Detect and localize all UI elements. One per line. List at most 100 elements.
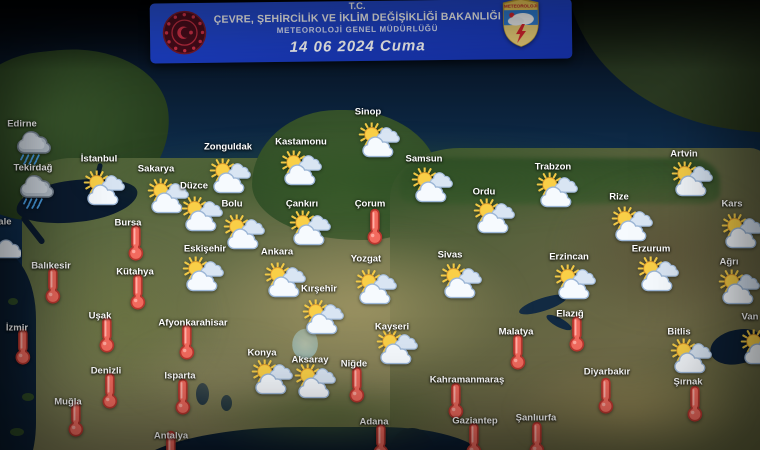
partly-cloudy-icon: [208, 157, 252, 194]
city-label: Afyonkarahisar: [158, 317, 228, 329]
partly-cloudy-icon: [669, 337, 713, 374]
partly-cloudy-icon: [357, 121, 401, 158]
partly-cloudy-icon: [472, 197, 516, 234]
aegean-island: [22, 393, 34, 401]
city-label: Şanlıurfa: [515, 412, 557, 424]
city-label: Antalya: [153, 430, 189, 442]
city-label: Trabzon: [534, 161, 572, 173]
meteoroloji-logo-text: METEOROLOJİ: [504, 2, 538, 8]
city-label: Kastamonu: [275, 136, 327, 148]
city-label: Diyarbakır: [583, 366, 631, 378]
partly-cloudy-icon: [439, 262, 483, 299]
partly-cloudy-icon: [293, 362, 337, 399]
thermometer-icon: [464, 421, 483, 450]
partly-cloudy-icon: [553, 263, 597, 300]
city-label: Çankırı: [285, 198, 319, 210]
city-label: Kars: [721, 198, 743, 210]
rain-icon: [14, 173, 54, 209]
city-label: Düzce: [180, 180, 208, 192]
city-label: Adana: [359, 416, 389, 428]
city-label: Bitlis: [667, 326, 691, 338]
thermometer-icon: [365, 207, 384, 245]
city-label: Denizli: [90, 365, 122, 377]
thermometer-icon: [173, 377, 192, 415]
city-label: Sinop: [354, 106, 382, 118]
header-date: 14 06 2024 Cuma: [289, 37, 426, 56]
partly-cloudy-icon: [375, 328, 419, 365]
thermometer-icon: [446, 381, 465, 419]
city-label: Rize: [609, 191, 629, 203]
city-label: Bolu: [221, 198, 243, 210]
header-ministry: ÇEVRE, ŞEHİRCİLİK VE İKLİM DEĞİŞİKLİĞİ B…: [213, 10, 502, 26]
thermometer-icon: [161, 429, 180, 450]
partly-cloudy-icon: [535, 171, 579, 208]
partly-cloudy-icon: [636, 255, 680, 292]
city-label: Samsun: [405, 153, 443, 165]
partly-cloudy-icon: [717, 268, 760, 305]
thermometer-icon: [128, 272, 147, 310]
aegean-island: [8, 298, 18, 305]
thermometer-icon: [100, 371, 119, 409]
city-label: Şırnak: [673, 376, 703, 388]
city-label: Niğde: [340, 358, 368, 370]
thermometer-icon: [527, 420, 546, 450]
city-label: Sakarya: [137, 163, 175, 175]
city-label: Elazığ: [556, 308, 584, 320]
city-label: Van: [741, 311, 759, 323]
cloud-icon: [0, 237, 23, 260]
partly-cloudy-icon: [180, 195, 224, 232]
city-label: Ordu: [472, 186, 496, 198]
partly-cloudy-icon: [181, 255, 225, 292]
partly-cloudy-icon: [720, 212, 760, 249]
city-label: Eskişehir: [183, 243, 227, 255]
partly-cloudy-icon: [82, 169, 126, 206]
header-banner: T.C. ÇEVRE, ŞEHİRCİLİK VE İKLİM DEĞİŞİKL…: [149, 0, 573, 64]
partly-cloudy-icon: [610, 205, 654, 242]
thermometer-icon: [508, 332, 527, 370]
partly-cloudy-icon: [288, 209, 332, 246]
header-text-block: T.C. ÇEVRE, ŞEHİRCİLİK VE İKLİM DEĞİŞİKL…: [205, 0, 511, 63]
city-label: Çorum: [354, 198, 386, 210]
tc-government-emblem-icon: [162, 10, 208, 56]
rain-icon: [11, 129, 51, 165]
thermometer-icon: [347, 365, 366, 403]
city-label: Tekirdağ: [13, 162, 53, 174]
city-label: Artvin: [670, 148, 698, 160]
city-label: Muğla: [54, 396, 82, 408]
city-label: Ankara: [260, 246, 294, 258]
city-label: Balıkesir: [31, 260, 71, 272]
city-label: Isparta: [164, 370, 196, 382]
city-label: Sivas: [437, 249, 463, 261]
city-label: Erzincan: [549, 251, 589, 263]
city-label: Konya: [247, 347, 277, 359]
thermometer-icon: [596, 376, 615, 414]
thermometer-icon: [43, 266, 62, 304]
city-label: Aksaray: [291, 354, 329, 366]
thermometer-icon: [685, 384, 704, 422]
partly-cloudy-icon: [670, 160, 714, 197]
header-directorate: METEOROLOJİ GENEL MÜDÜRLÜĞÜ: [276, 24, 439, 36]
thermometer-icon: [126, 223, 145, 261]
city-label: Kütahya: [116, 266, 154, 278]
partly-cloudy-icon: [222, 213, 266, 250]
city-label: Ağrı: [719, 256, 739, 268]
city-label: Edirne: [7, 118, 37, 130]
city-label: Zonguldak: [203, 141, 253, 153]
city-label: Malatya: [498, 326, 534, 338]
partly-cloudy-icon: [250, 358, 294, 395]
meteoroloji-logo-icon: METEOROLOJİ: [500, 0, 543, 47]
partly-cloudy-icon: [410, 166, 454, 203]
city-label: Çanakkale: [0, 216, 12, 228]
city-label: Kayseri: [374, 321, 410, 333]
partly-cloudy-icon: [279, 149, 323, 186]
thermometer-icon: [567, 314, 586, 352]
city-label: Erzurum: [631, 243, 671, 255]
partly-cloudy-icon: [739, 328, 760, 365]
city-label: İstanbul: [80, 153, 118, 165]
aegean-island: [10, 428, 24, 436]
city-label: Gaziantep: [452, 415, 498, 427]
thermometer-icon: [13, 327, 32, 365]
city-label: Bursa: [114, 217, 142, 229]
